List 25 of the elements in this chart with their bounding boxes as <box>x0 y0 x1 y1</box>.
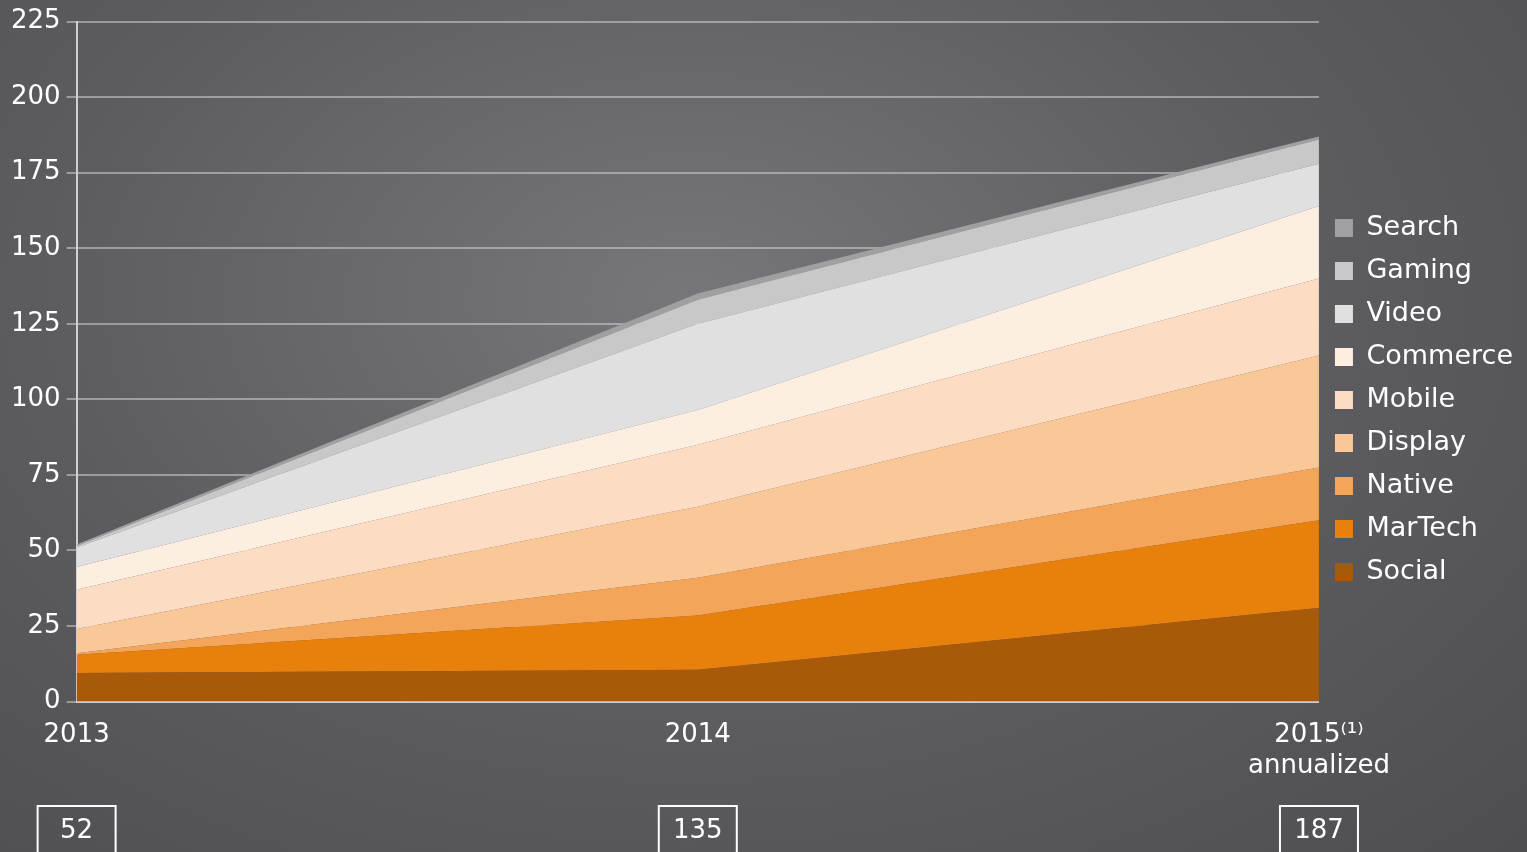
legend-label: Video <box>1366 296 1443 328</box>
legend-label: Native <box>1366 468 1454 500</box>
y-tick-label: 50 <box>27 533 61 564</box>
legend-label: Commerce <box>1366 339 1514 371</box>
legend-label: Search <box>1366 210 1460 242</box>
y-tick-label: 100 <box>10 382 61 413</box>
y-tick-label: 175 <box>10 155 61 186</box>
y-tick-label: 75 <box>27 457 61 488</box>
y-tick-label: 0 <box>44 684 61 715</box>
y-tick-label: 200 <box>10 79 61 110</box>
y-tick-label: 150 <box>10 231 61 262</box>
legend-label: Display <box>1366 425 1466 457</box>
legend-label: MarTech <box>1366 511 1478 543</box>
legend-label: Social <box>1366 554 1447 586</box>
y-tick-label: 125 <box>10 306 61 337</box>
legend-label: Gaming <box>1366 253 1472 285</box>
x-tick-label: 2014 <box>664 717 731 748</box>
text: 135 <box>672 813 723 844</box>
text: 187 <box>1294 813 1344 844</box>
text: 52 <box>60 813 94 844</box>
y-tick-label: 225 <box>10 4 61 35</box>
y-tick-label: 25 <box>27 608 61 639</box>
x-tick-label: 2013 <box>43 717 110 748</box>
legend-label: Mobile <box>1366 382 1456 414</box>
x-tick-label: 2015⁽¹⁾ annualized <box>1248 717 1390 780</box>
